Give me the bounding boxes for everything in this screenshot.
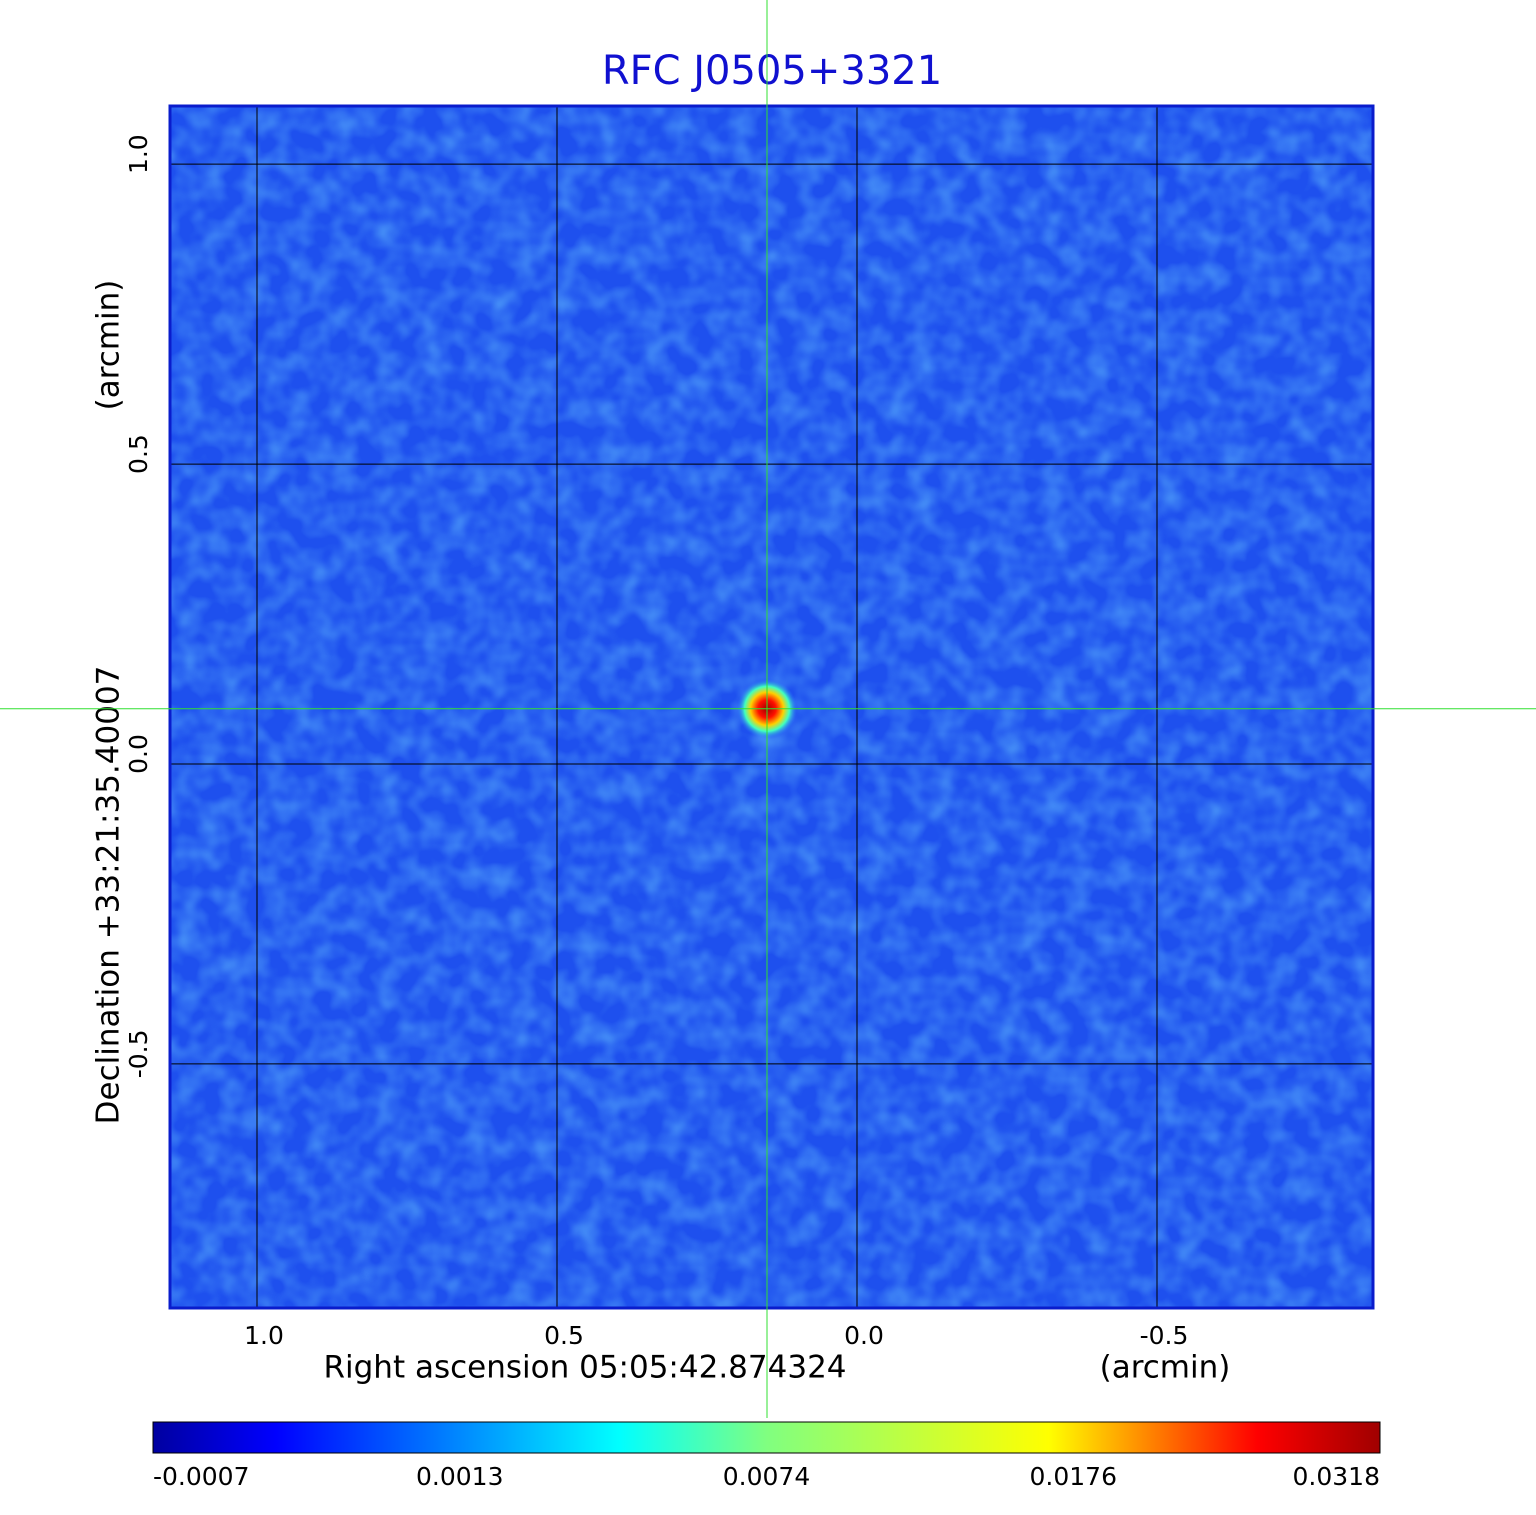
y-tick-label: -0.5 — [124, 1029, 153, 1078]
colorbar-tick-label: 0.0074 — [723, 1462, 810, 1491]
x-tick-label: 1.0 — [244, 1321, 284, 1350]
x-tick-label: -0.5 — [1140, 1321, 1189, 1350]
colorbar-tick-label: 0.0176 — [1030, 1462, 1117, 1491]
x-tick-label: 0.0 — [844, 1321, 884, 1350]
colorbar-tick-label: 0.0013 — [416, 1462, 503, 1491]
y-axis-label: Declination +33:21:35.40007 — [91, 666, 127, 1125]
y-tick-label: 1.0 — [124, 134, 153, 174]
colorbar-tick-label: -0.0007 — [153, 1462, 250, 1491]
y-tick-label: 0.0 — [124, 734, 153, 774]
x-tick-label: 0.5 — [544, 1321, 584, 1350]
colorbar-tick-label: 0.0318 — [1293, 1462, 1380, 1491]
x-axis-label: Right ascension 05:05:42.874324 — [323, 1350, 846, 1386]
plot-frame — [168, 104, 1375, 1310]
x-axis-unit: (arcmin) — [1100, 1350, 1231, 1386]
colorbar — [152, 1421, 1381, 1454]
y-axis-unit: (arcmin) — [91, 280, 127, 411]
chart-title: RFC J0505+3321 — [602, 48, 942, 94]
y-tick-label: 0.5 — [124, 434, 153, 474]
